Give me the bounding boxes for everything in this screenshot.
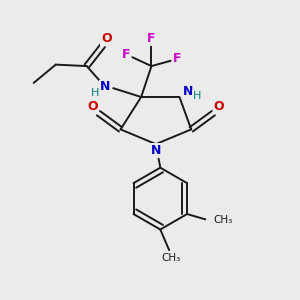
Text: CH₃: CH₃ [161,254,180,263]
Text: F: F [147,32,156,45]
Text: CH₃: CH₃ [214,215,233,225]
Text: N: N [151,144,161,157]
Text: F: F [122,48,130,61]
Text: H: H [91,88,100,98]
Text: N: N [100,80,110,93]
Text: O: O [101,32,112,46]
Text: O: O [87,100,98,113]
Text: N: N [182,85,193,98]
Text: H: H [193,91,201,100]
Text: F: F [173,52,181,65]
Text: O: O [213,100,224,113]
